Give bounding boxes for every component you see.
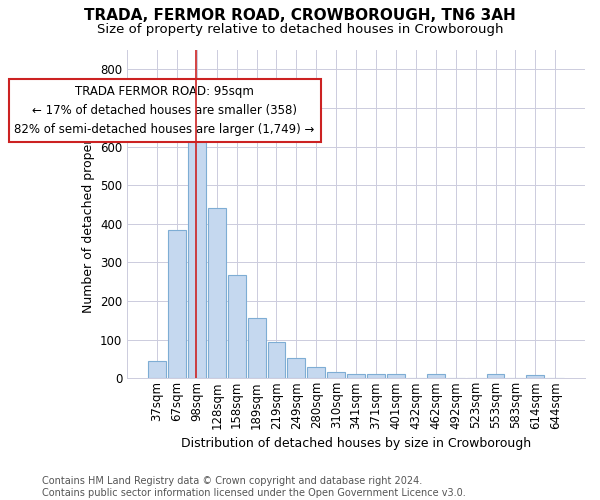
Bar	[148, 361, 166, 378]
Text: TRADA, FERMOR ROAD, CROWBOROUGH, TN6 3AH: TRADA, FERMOR ROAD, CROWBOROUGH, TN6 3AH	[84, 8, 516, 22]
Bar	[526, 375, 544, 378]
Bar	[307, 366, 325, 378]
Bar	[248, 318, 266, 378]
Bar	[208, 208, 226, 378]
Bar	[487, 374, 505, 378]
Text: Contains HM Land Registry data © Crown copyright and database right 2024.
Contai: Contains HM Land Registry data © Crown c…	[42, 476, 466, 498]
Text: TRADA FERMOR ROAD: 95sqm
← 17% of detached houses are smaller (358)
82% of semi-: TRADA FERMOR ROAD: 95sqm ← 17% of detach…	[14, 85, 315, 136]
Bar	[387, 374, 405, 378]
Y-axis label: Number of detached properties: Number of detached properties	[82, 116, 95, 312]
Bar	[188, 137, 206, 378]
Bar	[228, 275, 245, 378]
Text: Size of property relative to detached houses in Crowborough: Size of property relative to detached ho…	[97, 22, 503, 36]
Bar	[347, 374, 365, 378]
Bar	[168, 230, 186, 378]
Bar	[268, 342, 286, 378]
Bar	[327, 372, 345, 378]
Bar	[287, 358, 305, 378]
Bar	[427, 374, 445, 378]
Bar	[367, 374, 385, 378]
X-axis label: Distribution of detached houses by size in Crowborough: Distribution of detached houses by size …	[181, 437, 531, 450]
